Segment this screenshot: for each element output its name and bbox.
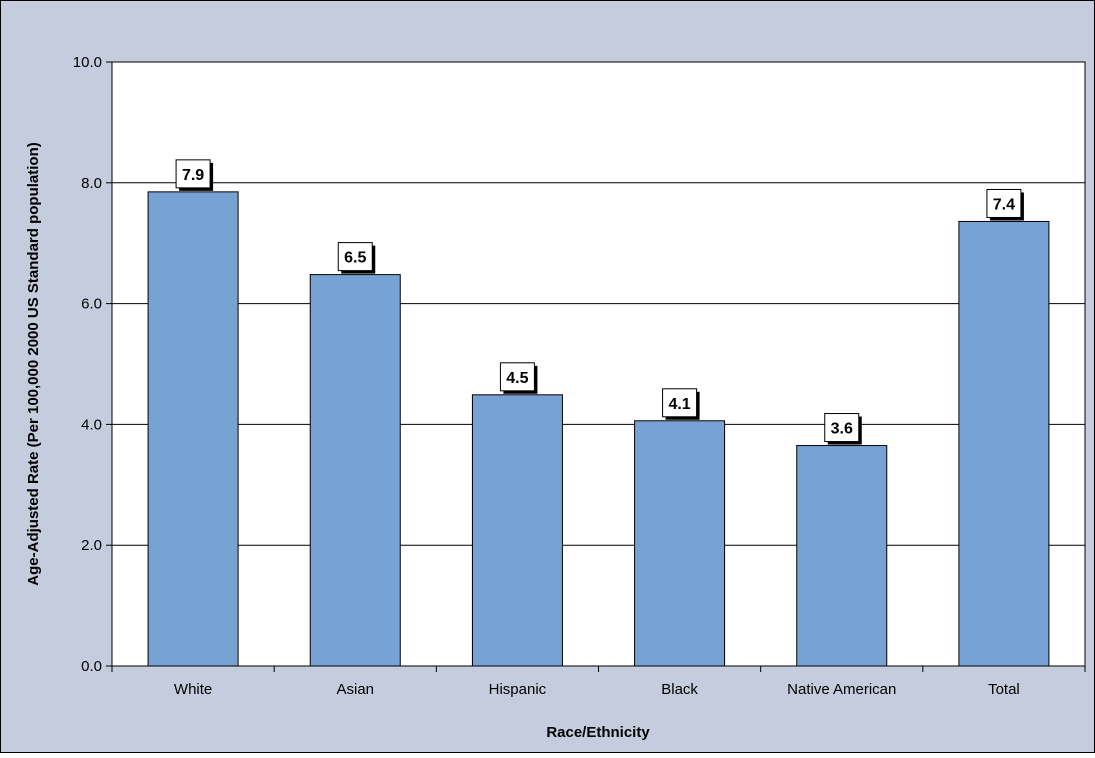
bar-white xyxy=(147,191,239,667)
data-label: 4.1 xyxy=(668,396,690,413)
data-label: 7.9 xyxy=(182,167,204,184)
data-label: 7.4 xyxy=(993,196,1015,213)
bar-black xyxy=(634,420,726,667)
y-tick-label: 2.0 xyxy=(81,537,102,554)
y-axis-title: Age-Adjusted Rate (Per 100,000 2000 US S… xyxy=(25,142,42,585)
y-tick-label: 8.0 xyxy=(81,175,102,192)
data-label: 4.5 xyxy=(506,370,528,387)
data-label-box xyxy=(986,188,1022,218)
gridlines xyxy=(112,182,1085,546)
bars xyxy=(147,191,1050,667)
data-label-box xyxy=(175,159,211,189)
bar-hispanic xyxy=(471,394,563,667)
x-axis-title: Race/Ethnicity xyxy=(546,724,650,741)
data-labels: 7.9 6.5 4.5 4.1 3.6 7.4 xyxy=(175,159,1024,445)
x-tick-label: Total xyxy=(988,681,1020,698)
y-tick-label: 6.0 xyxy=(81,296,102,313)
data-label-box xyxy=(662,388,698,418)
data-label-box xyxy=(337,242,373,272)
x-tick-label: Native American xyxy=(787,681,896,698)
x-tick-label: Hispanic xyxy=(489,681,547,698)
plot-area xyxy=(111,61,1086,667)
data-label: 6.5 xyxy=(344,250,366,267)
data-label-box xyxy=(499,362,535,392)
x-tick-label: Black xyxy=(661,681,698,698)
data-label: 3.6 xyxy=(831,421,853,438)
bar-total xyxy=(958,220,1050,667)
y-tick-label: 0.0 xyxy=(81,658,102,675)
bar-native-american xyxy=(796,445,888,667)
y-tick-label: 10.0 xyxy=(73,54,102,71)
x-tick-label: Asian xyxy=(336,681,374,698)
bar-asian xyxy=(309,274,401,667)
y-tick-label: 4.0 xyxy=(81,416,102,433)
data-label-box xyxy=(824,413,860,443)
x-tick-label: White xyxy=(174,681,212,698)
axes: 0.0 2.0 4.0 6.0 8.0 10.0 White Asian Hispanic Bla… xyxy=(73,54,1086,698)
